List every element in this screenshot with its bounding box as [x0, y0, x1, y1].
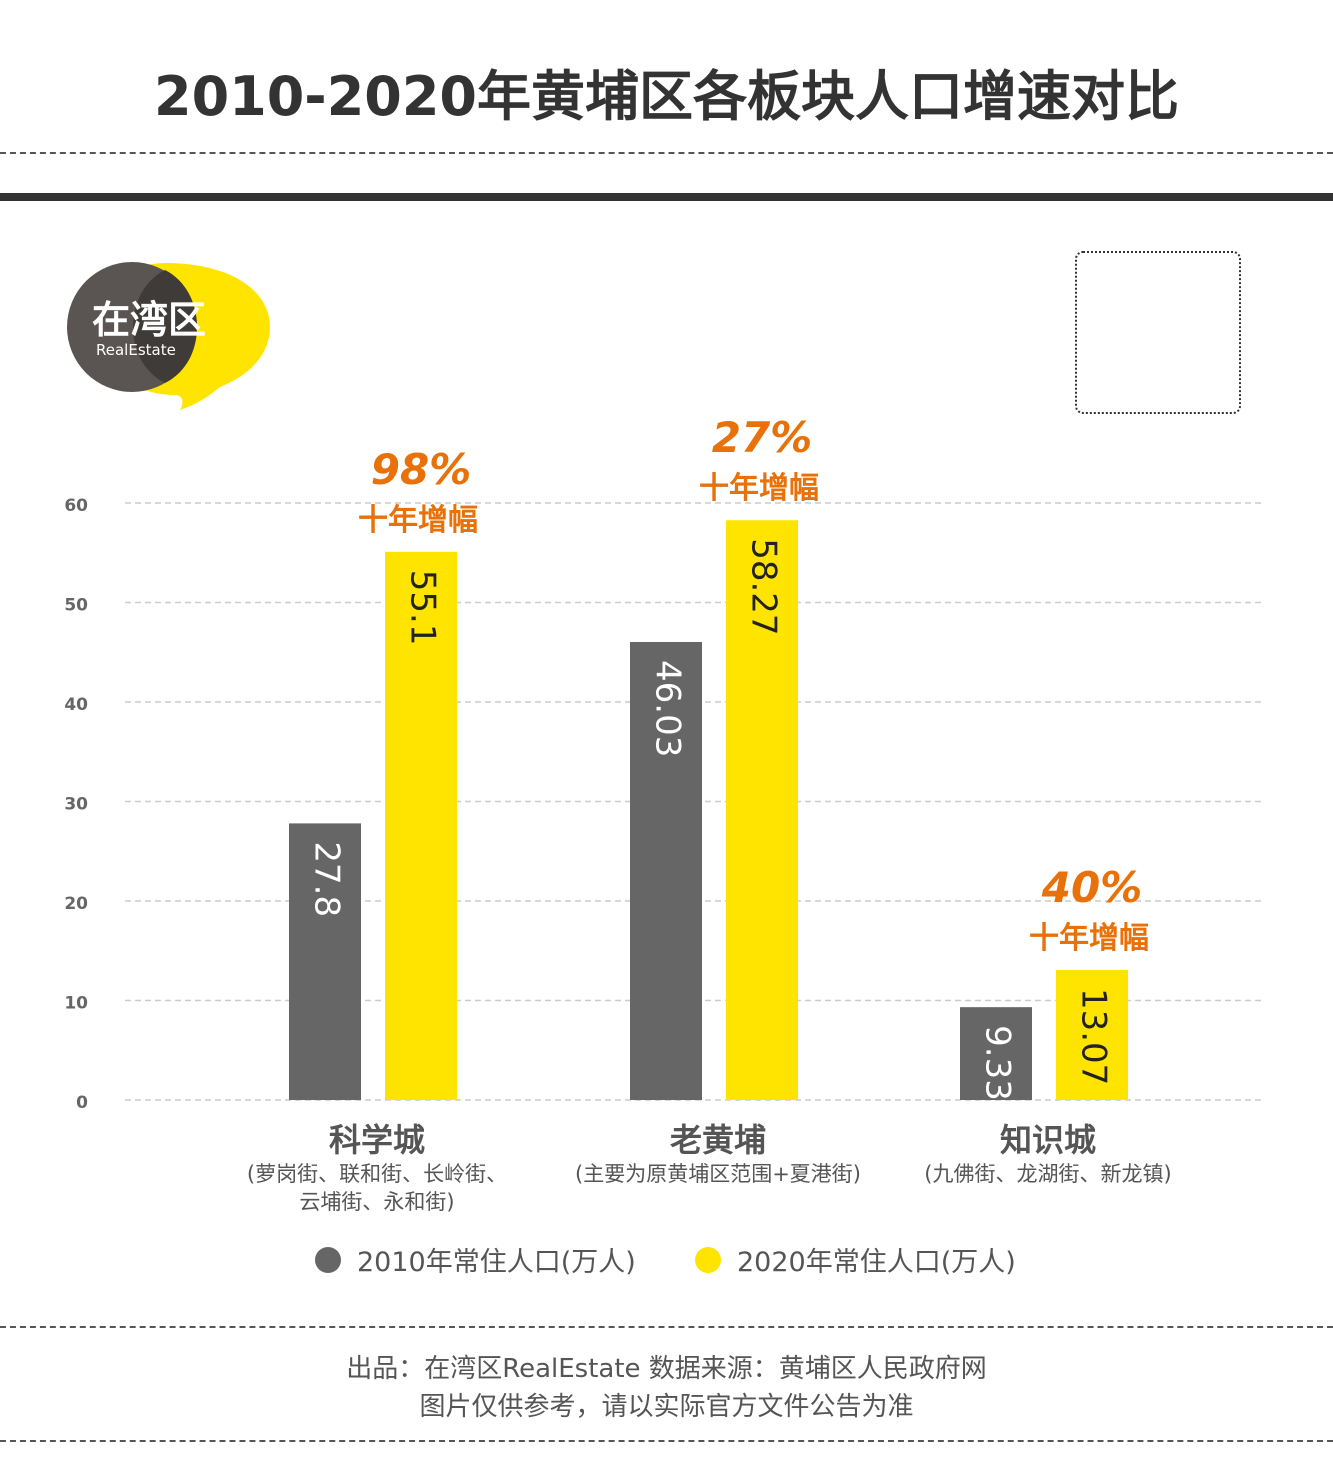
- y-tick-label: 0: [76, 1093, 88, 1113]
- growth-label: 十年增幅: [699, 471, 819, 506]
- category-note-line: (九佛街、龙湖街、新龙镇): [924, 1162, 1172, 1186]
- bar-2010: [289, 823, 361, 1100]
- growth-label: 十年增幅: [1029, 921, 1149, 956]
- category-label-kexuecheng: 科学城: [328, 1121, 425, 1159]
- category-label-laohuangpu: 老黄埔: [669, 1121, 766, 1159]
- footer-credit: 出品：在湾区RealEstate 数据来源：黄埔区人民政府网: [346, 1354, 987, 1384]
- logo: 在湾区 RealEstate: [67, 262, 270, 410]
- bars: [289, 520, 1128, 1100]
- category-note-laohuangpu: (主要为原黄埔区范围+夏港街): [538, 1160, 898, 1188]
- image-placeholder-box: [1075, 251, 1241, 414]
- legend-swatch-yellow: [695, 1246, 721, 1273]
- y-tick-label: 40: [64, 695, 88, 715]
- y-tick-label: 20: [64, 894, 88, 914]
- bar-2020: [726, 520, 798, 1100]
- legend-swatch-gray: [315, 1246, 341, 1273]
- growth-label: 十年增幅: [358, 503, 478, 538]
- thick-divider: [0, 193, 1333, 201]
- bar-value-label: 27.8: [307, 841, 347, 917]
- bar-value-label: 13.07: [1074, 988, 1114, 1085]
- bar-2010: [630, 642, 702, 1100]
- footer-dashed-divider-top: [0, 1326, 1333, 1328]
- growth-percent: 40%: [1041, 863, 1143, 912]
- y-tick-label: 30: [64, 795, 88, 815]
- bar-2020: [385, 551, 457, 1100]
- y-tick-label: 10: [64, 994, 88, 1014]
- legend-item-2010: 2010年常住人口(万人): [315, 1240, 636, 1279]
- page-title: 2010-2020年黄埔区各板块人口增速对比: [154, 65, 1179, 128]
- growth-annotations: 98% 十年增幅 27% 十年增幅 40% 十年增幅: [358, 420, 1149, 956]
- legend-label-2020: 2020年常住人口(万人): [737, 1247, 1016, 1278]
- category-note-kexuecheng: (萝岗街、联和街、长岭街、 云埔街、永和街): [227, 1160, 527, 1216]
- category-note-line: 云埔街、永和街): [299, 1190, 455, 1214]
- growth-percent: 98%: [371, 445, 472, 494]
- logo-overlap: [133, 270, 197, 383]
- legend-item-2020: 2020年常住人口(万人): [695, 1240, 1016, 1279]
- footer-disclaimer: 图片仅供参考，请以实际官方文件公告为准: [419, 1392, 914, 1422]
- legend-label-2010: 2010年常住人口(万人): [357, 1247, 636, 1278]
- y-tick-label: 60: [64, 496, 88, 516]
- footer-dashed-divider-bottom: [0, 1440, 1333, 1442]
- category-note-line: (主要为原黄埔区范围+夏港街): [575, 1162, 861, 1186]
- category-note-line: (萝岗街、联和街、长岭街、: [246, 1162, 508, 1186]
- bar-value-label: 9.33: [978, 1025, 1018, 1101]
- logo-name: 在湾区: [92, 298, 206, 342]
- top-dashed-divider: [0, 152, 1333, 154]
- bar-value-label: 55.1: [403, 570, 443, 646]
- bar-chart: 0 10 20 30 40 50 60 27.8 46.03 9.33 55.1 58.27 13.0…: [64, 420, 1265, 1113]
- logo-sub: RealEstate: [96, 341, 176, 359]
- category-label-zhishicheng: 知识城: [999, 1121, 1096, 1159]
- bar-2010: [960, 1007, 1032, 1100]
- growth-percent: 27%: [712, 420, 813, 462]
- category-note-zhishicheng: (九佛街、龙湖街、新龙镇): [898, 1160, 1198, 1188]
- legend: 2010年常住人口(万人) 2020年常住人口(万人): [0, 1240, 1333, 1280]
- bar-value-label: 46.03: [648, 660, 688, 757]
- bar-value-label: 58.27: [744, 538, 784, 635]
- bar-value-labels: 27.8 46.03 9.33 55.1 58.27 13.07: [307, 538, 1114, 1101]
- y-tick-labels: 0 10 20 30 40 50 60: [64, 496, 88, 1113]
- bar-2020: [1056, 969, 1128, 1100]
- y-tick-label: 50: [64, 596, 88, 616]
